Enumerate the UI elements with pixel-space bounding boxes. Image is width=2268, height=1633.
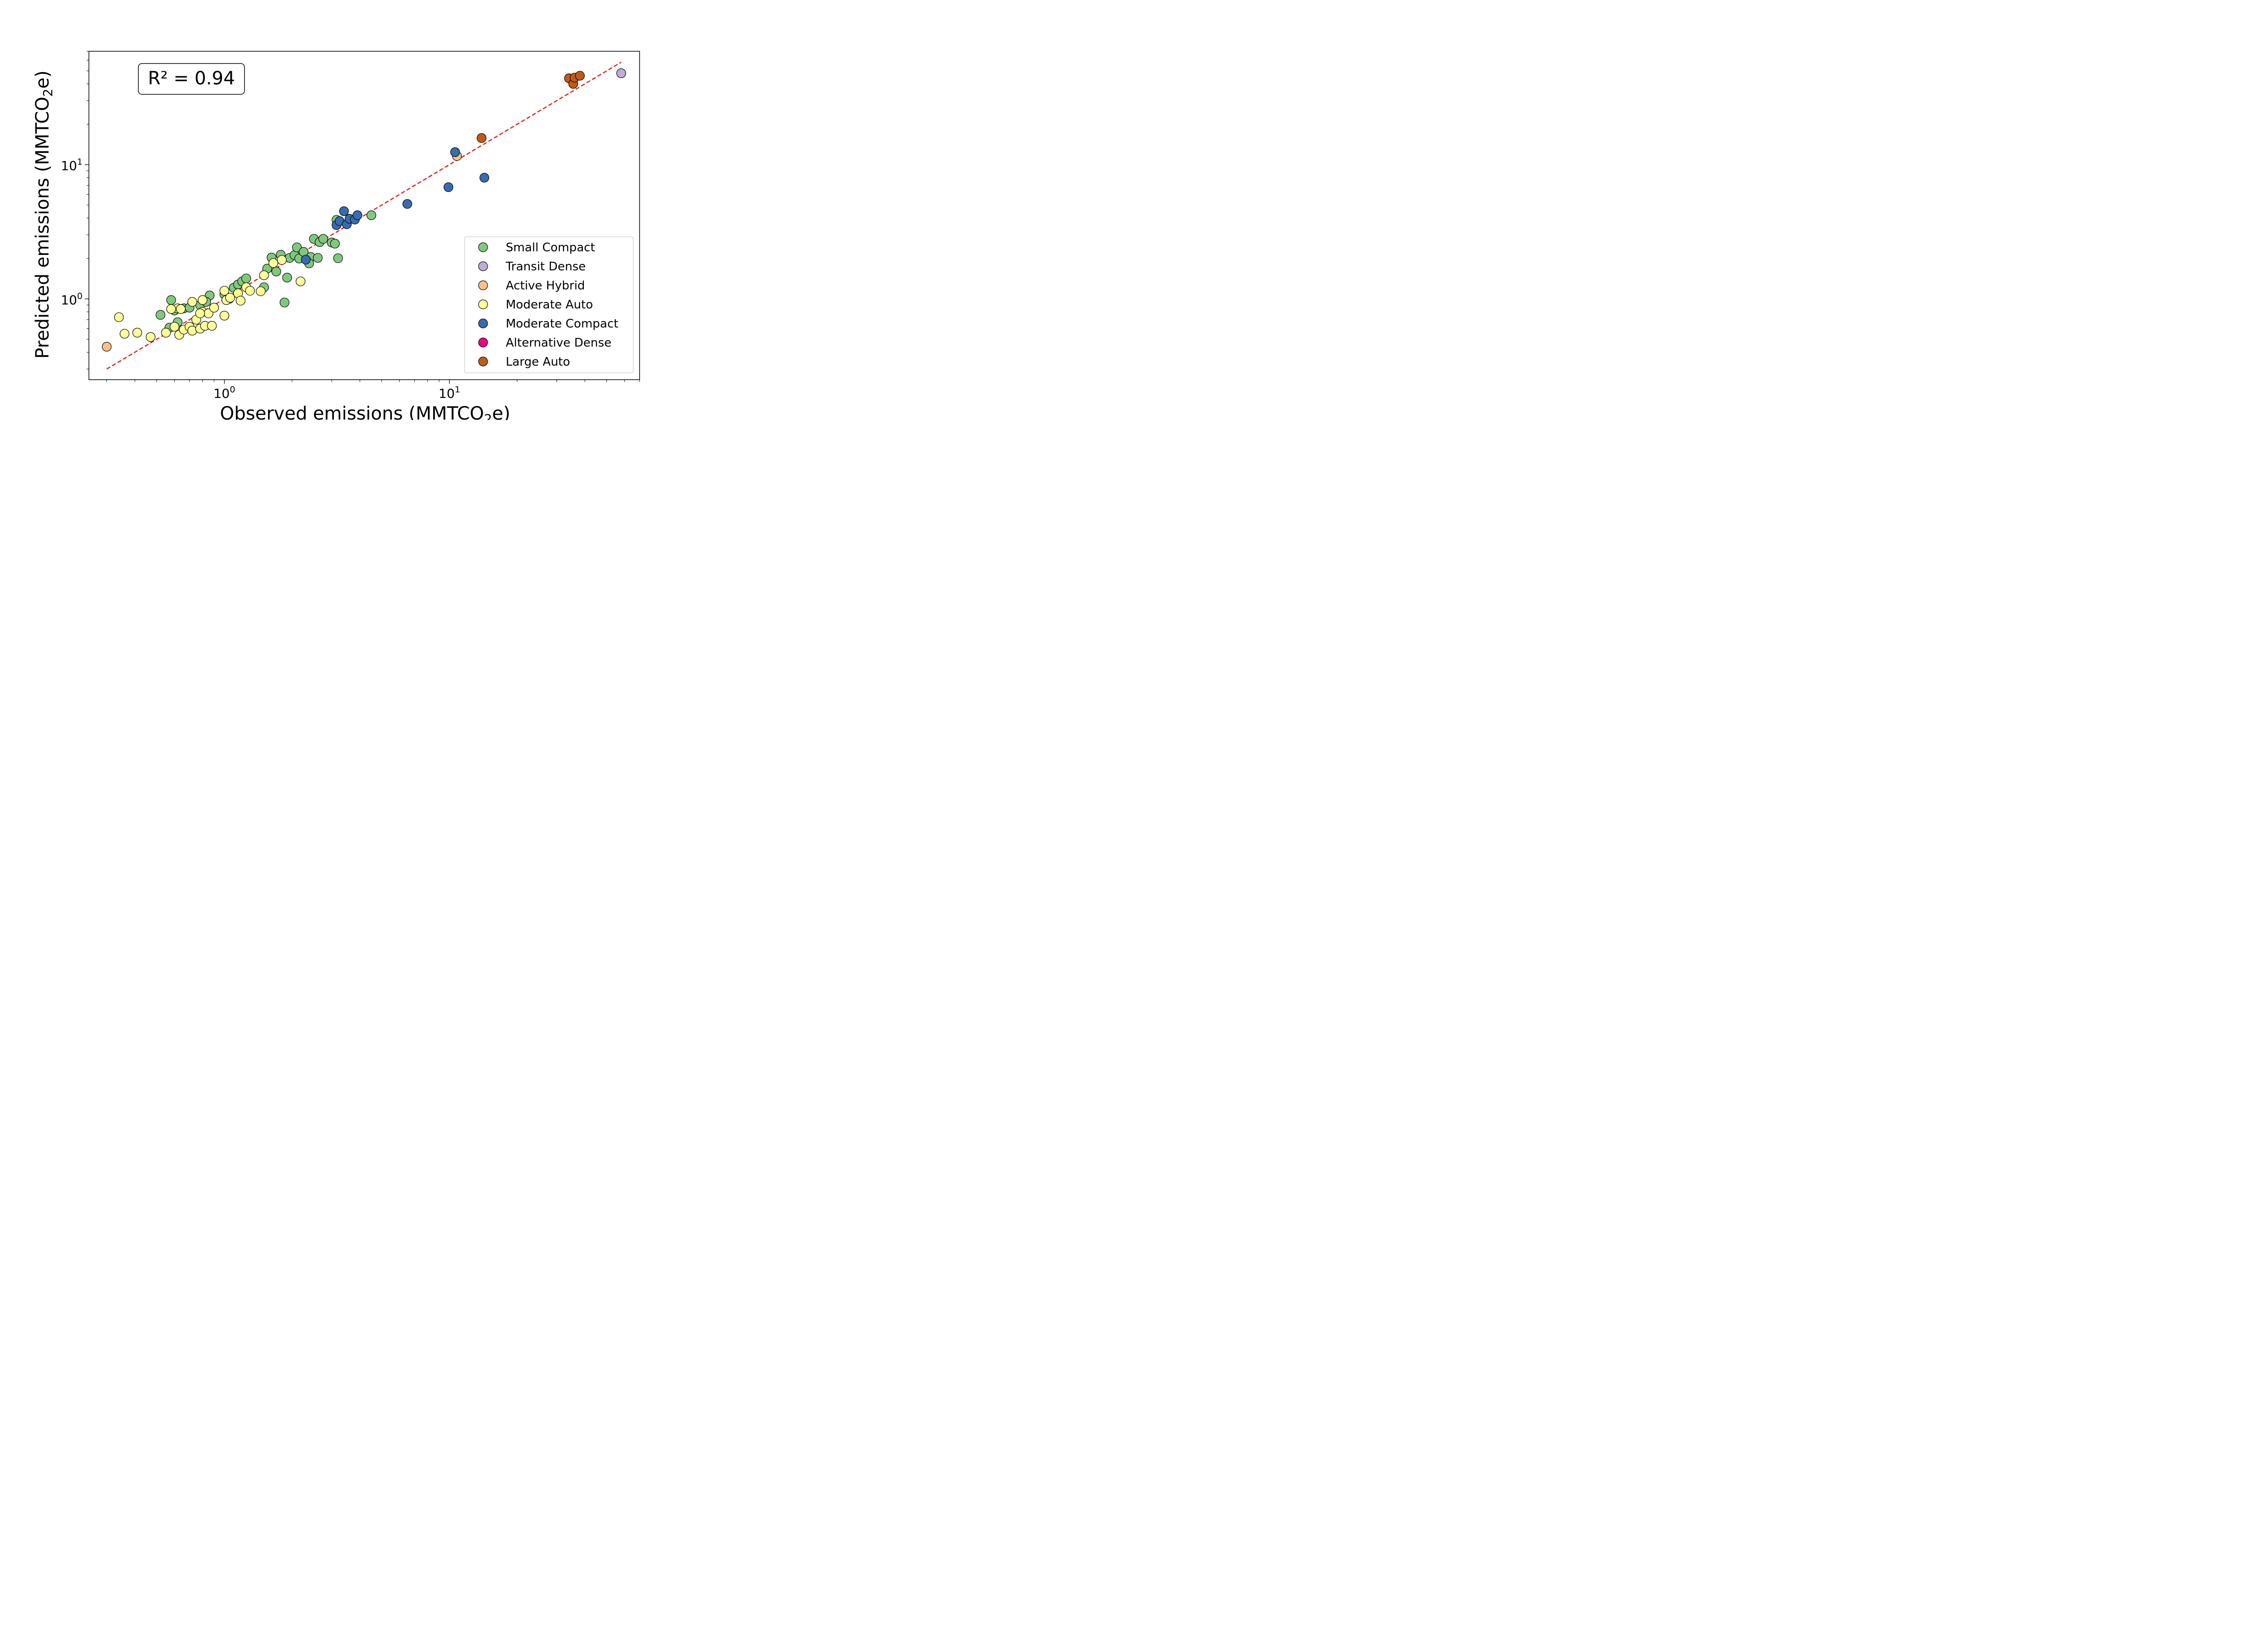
- data-point: [402, 199, 412, 209]
- legend-marker: [478, 357, 488, 367]
- data-point: [575, 71, 585, 81]
- data-point: [443, 182, 454, 192]
- legend-marker: [478, 337, 488, 347]
- legend-marker: [478, 299, 488, 309]
- x-tick-label: 101: [439, 385, 460, 401]
- reference-line: [106, 62, 622, 370]
- data-point: [245, 286, 255, 296]
- data-point: [187, 297, 197, 307]
- y-tick-label: 100: [61, 291, 83, 308]
- plot-frame: [88, 51, 640, 380]
- data-point: [259, 270, 269, 280]
- data-point: [477, 133, 487, 143]
- data-point: [197, 295, 208, 305]
- legend-label: Small Compact: [506, 241, 595, 254]
- legend-label: Moderate Auto: [506, 298, 593, 312]
- reference-line-layer: [106, 62, 622, 370]
- annotation-text: R² = 0.94: [148, 68, 235, 89]
- data-point: [241, 274, 251, 284]
- data-point: [330, 239, 340, 249]
- legend-label: Transit Dense: [505, 260, 586, 274]
- data-point: [301, 254, 311, 265]
- data-point: [195, 308, 205, 318]
- data-point: [156, 310, 166, 320]
- r-squared-annotation: R² = 0.94: [138, 63, 245, 95]
- data-point: [170, 322, 180, 332]
- data-point: [225, 293, 235, 303]
- data-point: [207, 321, 217, 331]
- data-point: [256, 286, 266, 296]
- data-point: [119, 329, 130, 339]
- legend-label: Large Auto: [506, 355, 570, 369]
- data-point: [339, 206, 349, 216]
- legend-label: Active Hybrid: [506, 279, 585, 293]
- data-point: [114, 312, 124, 322]
- x-axis: 100 101: [106, 380, 640, 401]
- x-axis-label: Observed emissions (MMTCO2e): [220, 403, 510, 420]
- data-point: [235, 296, 245, 306]
- legend-marker: [478, 261, 488, 271]
- data-point: [279, 298, 289, 308]
- data-point: [132, 328, 142, 337]
- data-point: [271, 266, 281, 277]
- data-point: [367, 210, 376, 220]
- data-point: [277, 255, 287, 265]
- y-tick-label: 101: [61, 157, 83, 173]
- y-axis-label: Predicted emissions (MMTCO2e): [32, 70, 55, 359]
- data-point: [220, 286, 230, 296]
- legend: Small Compact Transit Dense Active Hybrid M…: [464, 236, 634, 373]
- data-point: [313, 253, 323, 263]
- data-point: [166, 295, 176, 305]
- legend-marker: [478, 280, 488, 290]
- legend-marker: [478, 242, 488, 252]
- legend-box: [464, 236, 634, 373]
- data-point: [352, 210, 362, 220]
- data-point: [333, 253, 343, 263]
- data-point: [176, 304, 186, 314]
- annotation-box: [138, 63, 245, 95]
- legend-marker: [478, 318, 488, 328]
- data-point: [318, 234, 328, 244]
- x-tick-label: 100: [214, 385, 235, 401]
- legend-label: Moderate Compact: [506, 317, 618, 331]
- scatter-chart: 100 101 100 101 Observed emissions (MMTCO2…: [32, 51, 640, 420]
- data-point: [209, 303, 219, 313]
- points-layer: [102, 68, 626, 352]
- y-axis: 100 101: [61, 51, 89, 370]
- data-point: [161, 328, 171, 337]
- legend-label: Alternative Dense: [506, 336, 611, 350]
- data-point: [450, 147, 460, 157]
- data-point: [616, 68, 626, 78]
- data-point: [166, 304, 176, 314]
- data-point: [146, 332, 156, 342]
- data-point: [282, 273, 292, 283]
- data-point: [220, 311, 230, 321]
- data-point: [292, 242, 302, 252]
- data-point: [268, 258, 279, 268]
- data-point: [102, 342, 112, 352]
- data-point: [295, 276, 306, 286]
- data-point: [479, 173, 489, 183]
